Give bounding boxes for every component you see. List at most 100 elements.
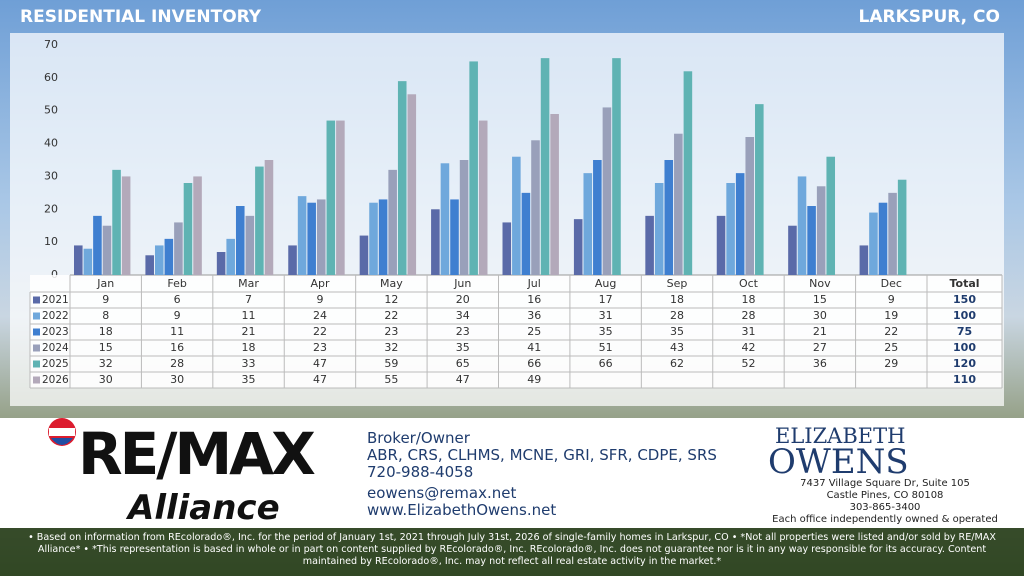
table-value: 15 [99,341,113,354]
bar [869,212,878,275]
bar [521,192,531,275]
table-value: 43 [670,341,684,354]
website: www.ElizabethOwens.net [367,501,557,519]
bar [888,192,897,275]
bar [612,58,621,276]
office: Alliance [128,488,280,528]
row-total: 120 [953,357,976,370]
bar [645,215,654,275]
bar [288,245,297,275]
table-value: 16 [170,341,184,354]
bar [193,176,202,275]
x-tick-label: Sep [667,277,688,290]
table-value: 9 [888,293,895,306]
table-value: 23 [456,325,470,338]
table-value: 31 [599,309,613,322]
legend-label: 2023 [42,326,69,338]
x-tick-label: Dec [881,277,902,290]
table-value: 35 [670,325,684,338]
logo-last: OWENS [768,442,909,482]
table-value: 9 [316,293,323,306]
total-header: Total [949,277,979,290]
table-value: 65 [456,357,470,370]
table-value: 30 [99,373,113,386]
bar [674,133,683,275]
table-value: 9 [102,293,109,306]
bar [264,160,274,275]
bar [121,176,131,275]
y-tick-label: 70 [44,38,58,51]
table-value: 41 [527,341,541,354]
bar [664,160,674,275]
legend-label: 2021 [42,294,69,306]
bar [164,238,174,275]
bar [583,173,593,275]
bar [359,235,369,275]
table-value: 47 [313,373,327,386]
bar [654,183,664,275]
legend-swatch [33,328,40,336]
table-value: 16 [527,293,541,306]
table-value: 8 [102,309,109,322]
table-value: 6 [174,293,181,306]
bar [83,248,93,275]
table-value: 47 [313,357,327,370]
table-value: 18 [242,341,256,354]
x-tick-label: Oct [739,277,759,290]
balloon-icon [48,418,76,446]
notice: Each office independently owned & operat… [772,514,998,525]
x-tick-label: Mar [238,277,259,290]
table-value: 19 [884,309,898,322]
bar [573,219,583,275]
table-value: 36 [527,309,541,322]
table-value: 30 [813,309,827,322]
bar [897,179,907,275]
bar [816,186,826,275]
bar [593,160,602,275]
table-value: 18 [741,293,755,306]
table-value: 28 [170,357,184,370]
table-value: 7 [245,293,252,306]
table-value: 47 [456,373,470,386]
table-value: 21 [242,325,256,338]
table-value: 22 [384,309,398,322]
bar [502,222,512,275]
table-value: 29 [884,357,898,370]
table-value: 49 [527,373,541,386]
table-value: 11 [170,325,184,338]
bar [431,209,440,275]
bar [235,206,245,275]
bar [755,104,764,276]
bar [145,255,154,275]
table-value: 25 [884,341,898,354]
table-value: 66 [599,357,613,370]
bar [716,215,726,275]
table-value: 62 [670,357,684,370]
table-value: 35 [242,373,256,386]
table-value: 28 [670,309,684,322]
row-total: 150 [953,293,976,306]
bar [174,222,183,275]
table-value: 24 [313,309,327,322]
y-tick-label: 50 [44,104,58,117]
bar [226,238,235,275]
table-value: 52 [741,357,755,370]
bar [307,202,316,275]
table-value: 31 [741,325,755,338]
row-total: 110 [953,373,976,386]
table-value: 17 [599,293,613,306]
bar [183,183,193,275]
y-tick-label: 10 [44,235,58,248]
bar [550,114,559,275]
table-value: 27 [813,341,827,354]
x-tick-label: Feb [167,277,186,290]
y-tick-label: 20 [44,202,58,215]
table-value: 32 [99,357,113,370]
row-total: 100 [953,341,976,354]
bar [112,169,121,275]
bar [602,107,612,275]
table-value: 20 [456,293,470,306]
bar [807,206,816,275]
bar [826,156,836,275]
